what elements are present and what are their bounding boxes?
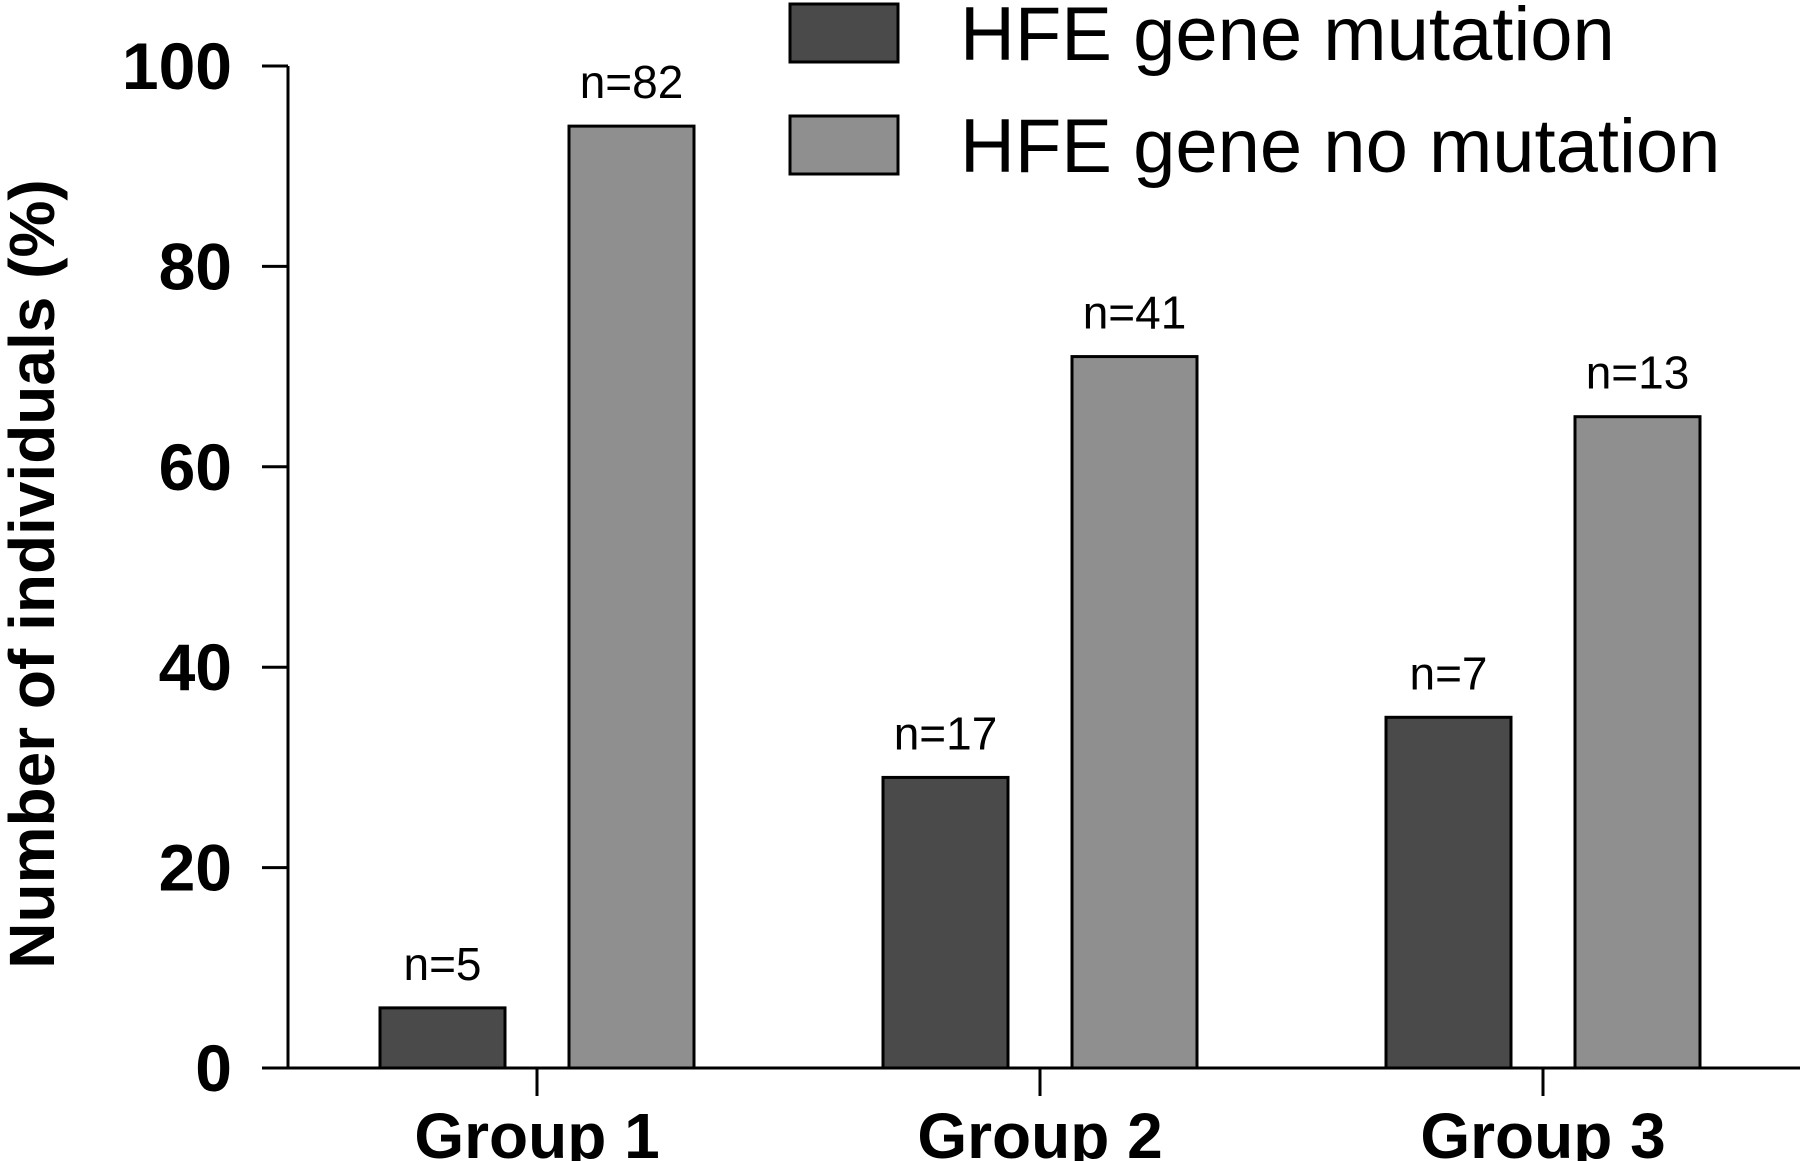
x-category-label: Group 1 — [414, 1100, 659, 1161]
bar-data-label: n=82 — [580, 56, 684, 108]
legend-label: HFE gene no mutation — [960, 104, 1720, 189]
bar-data-label: n=41 — [1083, 287, 1187, 339]
bar-data-label: n=13 — [1586, 347, 1690, 399]
x-category-label: Group 2 — [917, 1100, 1162, 1161]
y-tick-label: 20 — [159, 831, 232, 905]
bar-data-label: n=7 — [1409, 647, 1487, 699]
bar-data-label: n=5 — [403, 938, 481, 990]
y-tick-label: 100 — [122, 29, 232, 103]
legend-swatch — [788, 114, 900, 176]
y-tick-label: 0 — [195, 1031, 232, 1105]
legend-swatch — [788, 2, 900, 64]
bar — [881, 775, 1010, 1070]
bar — [1384, 715, 1513, 1070]
y-tick-label: 60 — [159, 430, 232, 504]
bar — [378, 1006, 507, 1070]
bar — [1573, 415, 1702, 1070]
legend-label: HFE gene mutation — [960, 0, 1615, 77]
y-tick-label: 40 — [159, 630, 232, 704]
x-category-label: Group 3 — [1420, 1100, 1665, 1161]
y-tick-label: 80 — [159, 229, 232, 303]
bar — [567, 124, 696, 1070]
bar — [1070, 355, 1199, 1070]
y-axis-title: Number of individuals (%) — [0, 179, 68, 968]
bar-data-label: n=17 — [894, 707, 998, 759]
